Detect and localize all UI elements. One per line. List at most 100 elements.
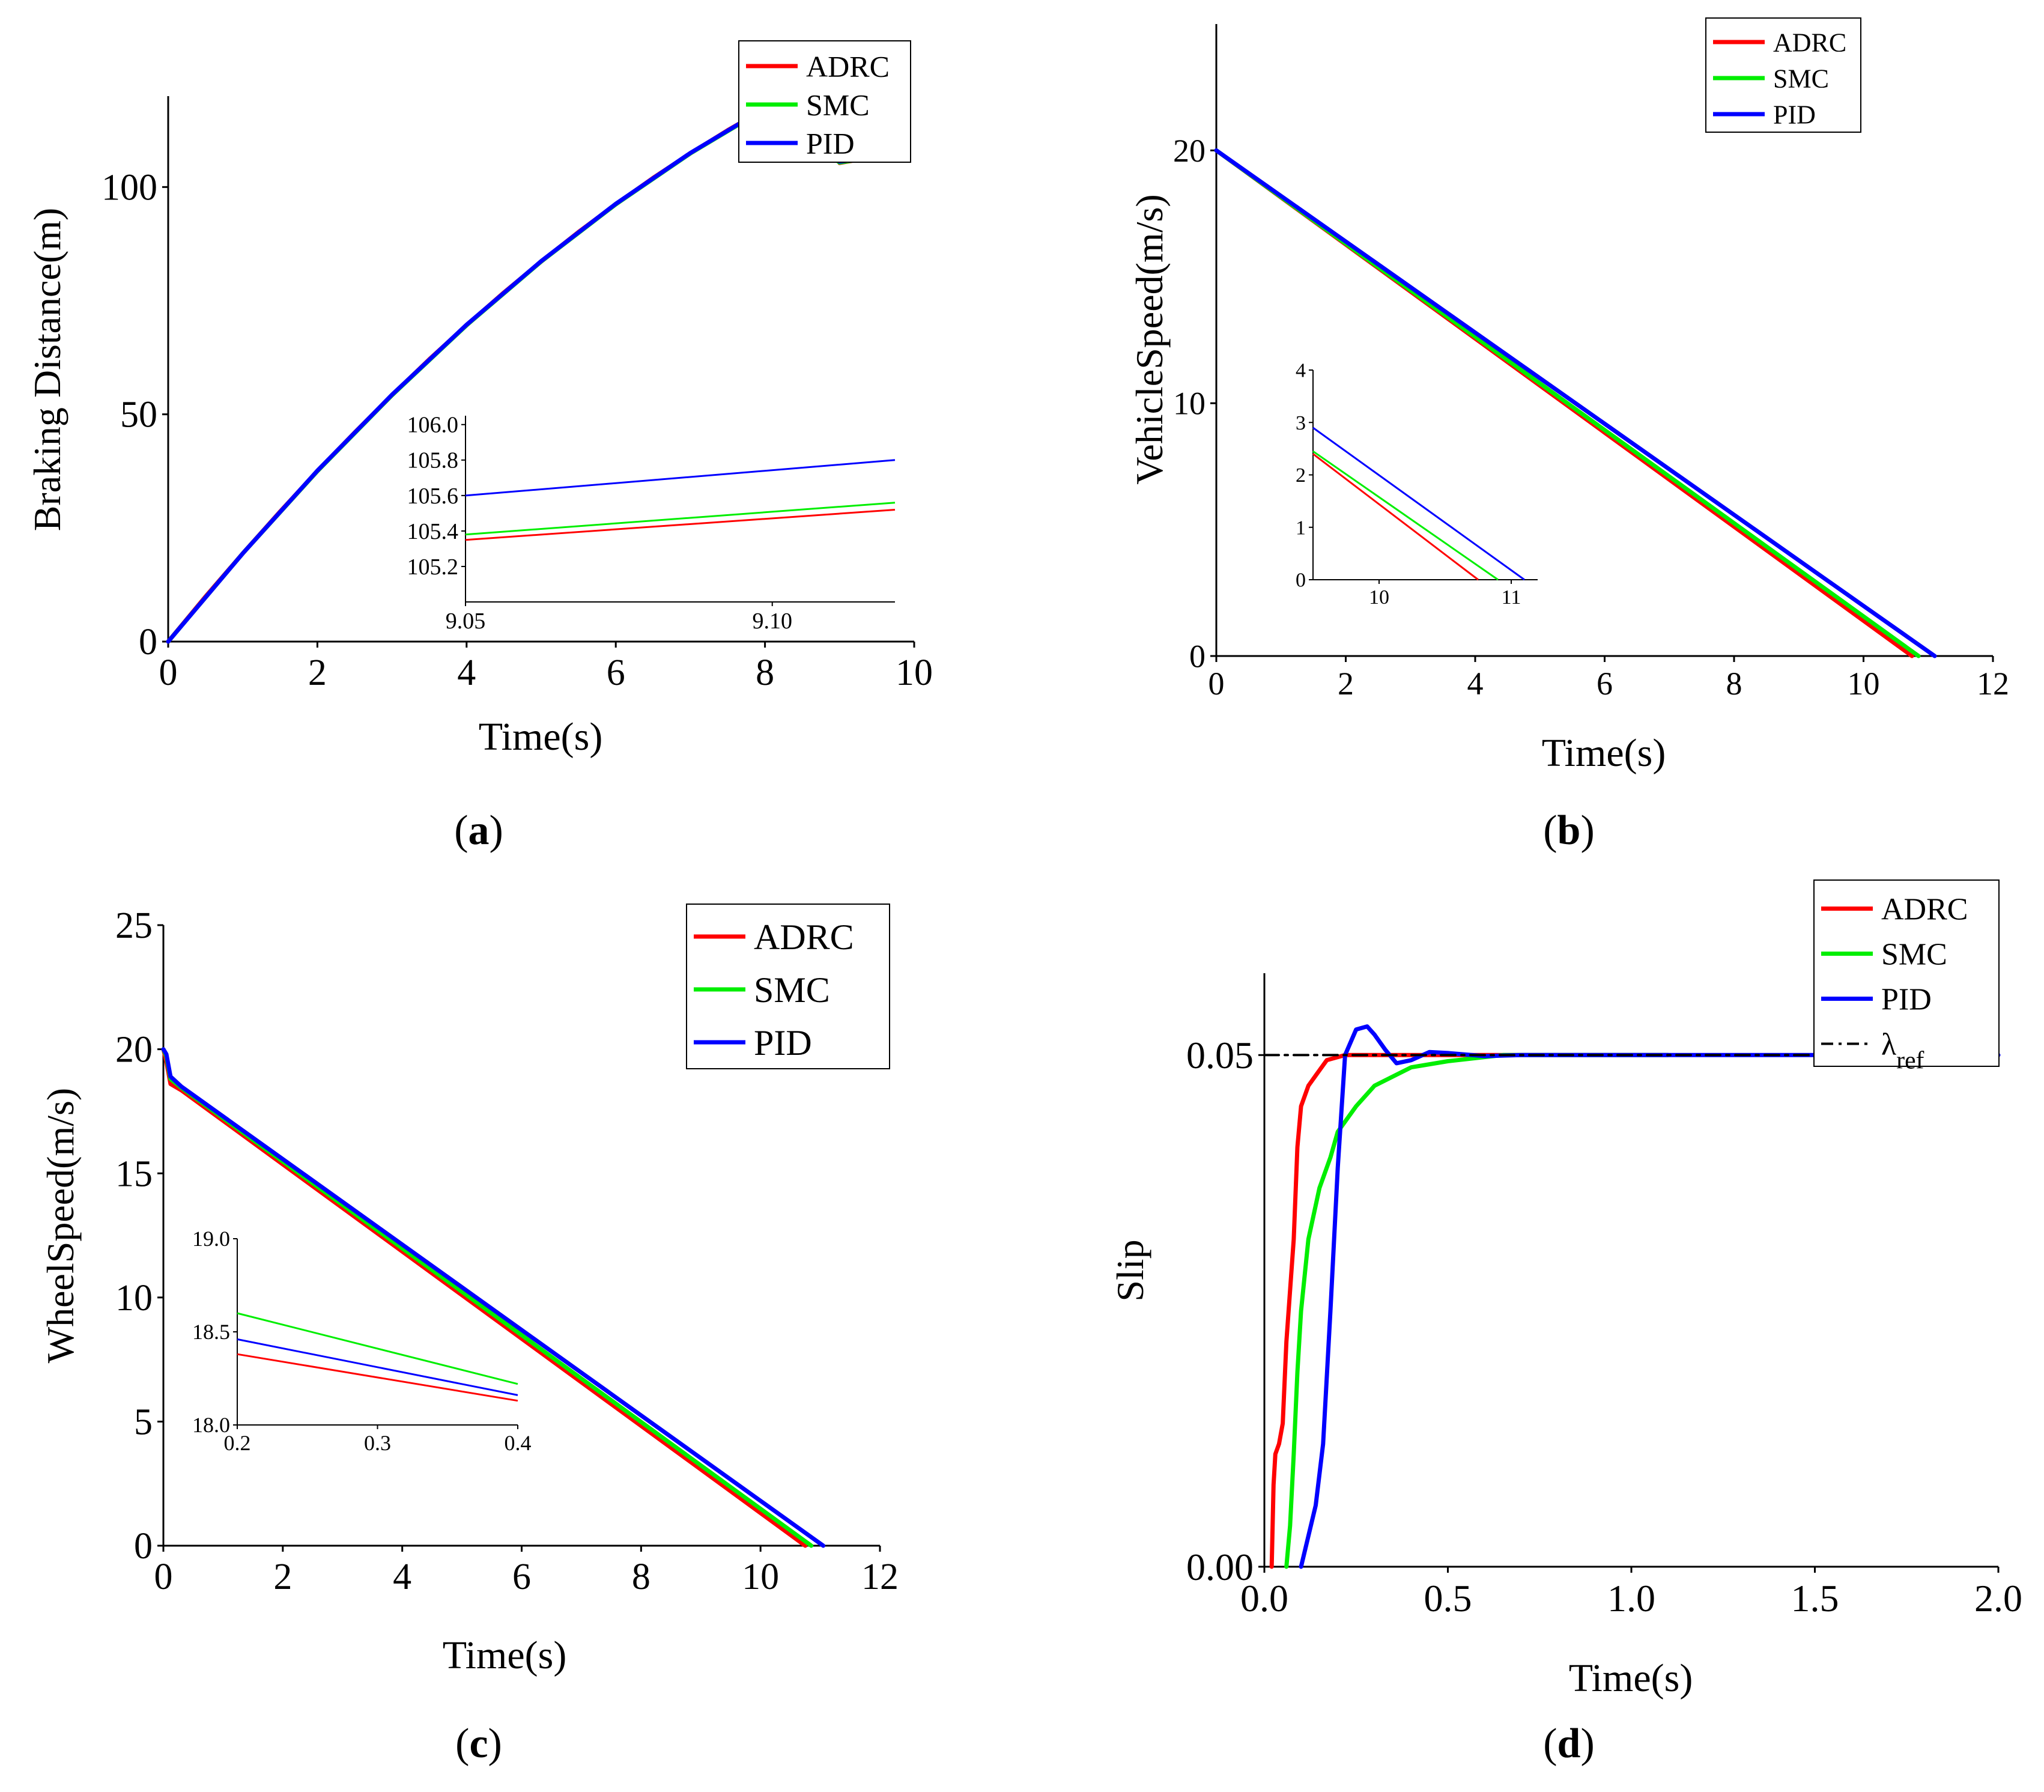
inset-x-tick-label: 9.10: [752, 609, 792, 634]
inset-y-tick-label: 3: [1296, 412, 1306, 434]
panel-label-part: (: [1543, 1721, 1557, 1767]
series-line-pid: [1299, 1024, 2001, 1569]
inset-series-line-pid: [1312, 427, 1525, 581]
series-line-adrc: [1269, 1052, 1670, 1569]
series-line-smc: [166, 106, 861, 644]
inset-y-tick-label: 1: [1296, 517, 1306, 539]
x-tick-label: 2.0: [1974, 1577, 2022, 1620]
panel-label-part: ): [1580, 1721, 1594, 1767]
x-axis-label: Time(s): [1542, 731, 1666, 775]
x-tick-label: 0: [154, 1557, 173, 1597]
legend-label-adrc: ADRC: [1773, 28, 1846, 57]
inset-y-tick-label: 105.4: [407, 519, 459, 544]
y-tick-label: 0: [1189, 638, 1205, 674]
x-tick-label: 1.0: [1607, 1577, 1655, 1620]
panel-label: (a): [454, 807, 503, 854]
panel-label-part: ): [1580, 807, 1594, 854]
y-tick-label: 0.00: [1186, 1546, 1254, 1588]
x-tick-label: 0: [159, 652, 178, 693]
panel-label-part: (: [455, 1721, 469, 1767]
inset-series-line-pid: [465, 459, 896, 497]
inset-x-tick-label: 0.3: [364, 1431, 391, 1455]
inset-y-tick-label: 105.6: [407, 484, 459, 509]
panel-d: 0.0 0.5 1.0 1.5 2.0 0.00 0.05 Time(s) Slip (d) ADR…: [1109, 879, 2022, 1767]
x-axis-label: Time(s): [1569, 1656, 1693, 1700]
x-tick-label: 0.5: [1424, 1577, 1472, 1620]
y-tick-label: 20: [1173, 133, 1205, 169]
x-tick-label: 8: [1726, 666, 1742, 702]
y-tick-label: 15: [115, 1153, 153, 1194]
x-tick-label: 12: [861, 1557, 899, 1597]
y-tick-label: 0.05: [1186, 1034, 1254, 1077]
legend-label-pid: PID: [1773, 100, 1816, 129]
x-tick-label: 2: [1338, 666, 1354, 702]
inset-series-line-smc: [1312, 450, 1499, 581]
inset-x-tick-label: 10: [1369, 586, 1389, 609]
x-axis-label: Time(s): [479, 715, 603, 759]
panel-label-part: (: [1543, 807, 1557, 854]
inset-y-tick-label: 105.2: [407, 554, 459, 580]
panel-label-part: c: [469, 1721, 488, 1767]
series-line-pid: [1214, 148, 1937, 658]
y-tick-label: 10: [1173, 386, 1205, 422]
inset-y-tick-label: 106.0: [407, 413, 459, 438]
x-tick-label: 8: [632, 1557, 651, 1597]
legend-label-adrc: ADRC: [754, 917, 854, 957]
x-tick-label: 1.5: [1791, 1577, 1839, 1620]
panel-label: (d): [1543, 1721, 1595, 1767]
x-tick-label: 0.0: [1240, 1577, 1288, 1620]
x-tick-label: 6: [1597, 666, 1613, 702]
inset-y-tick-label: 19.0: [192, 1227, 230, 1251]
series-line-smc: [161, 1047, 814, 1548]
y-tick-label: 5: [134, 1402, 153, 1442]
inset-series-line-adrc: [237, 1353, 518, 1402]
panel-label: (b): [1543, 807, 1595, 854]
y-axis-label: VehicleSpeed(m/s): [1128, 194, 1171, 484]
y-tick-label: 100: [102, 167, 157, 208]
panel-b: 0 2 4 6 8 10 1201020Time(s)VehicleSpeed(m/s)(b…: [1128, 17, 2009, 854]
x-tick-label: 10: [742, 1557, 779, 1597]
legend-label-smc: SMC: [806, 88, 870, 122]
inset-series-line-pid: [237, 1338, 518, 1396]
y-axis-label: WheelSpeed(m/s): [39, 1088, 82, 1364]
panel-label-part: ): [488, 1721, 502, 1767]
panel-label-part: b: [1557, 807, 1581, 854]
x-tick-label: 10: [1848, 666, 1880, 702]
inset-x-tick-label: 9.05: [446, 609, 486, 634]
series-line-pid: [166, 106, 861, 644]
panel-label-part: d: [1557, 1721, 1581, 1767]
panel-label-part: a: [469, 807, 490, 854]
series-line-adrc: [166, 87, 861, 644]
legend-label-pid: PID: [1881, 983, 1932, 1017]
y-tick-label: 0: [139, 622, 157, 663]
inset-x-tick-label: 0.4: [505, 1431, 532, 1455]
x-tick-label: 2: [308, 652, 327, 693]
inset-y-tick-label: 105.8: [407, 448, 459, 473]
y-axis-label: Slip: [1109, 1239, 1151, 1301]
legend-label-pid: PID: [754, 1023, 812, 1063]
y-axis-label: Braking Distance(m): [26, 208, 68, 532]
legend-label-pid: PID: [806, 127, 855, 160]
legend-label-smc: SMC: [1773, 64, 1829, 93]
inset-y-tick-label: 4: [1296, 360, 1306, 382]
y-tick-label: 10: [115, 1278, 153, 1319]
series-line-smc: [1284, 1052, 1670, 1569]
x-tick-label: 4: [1467, 666, 1484, 702]
panel-label-part: (: [454, 807, 468, 854]
legend-label-subscript: ref: [1896, 1046, 1924, 1074]
x-tick-label: 2: [273, 1557, 292, 1597]
x-tick-label: 6: [607, 652, 625, 693]
x-tick-label: 10: [896, 652, 933, 693]
x-tick-label: 4: [457, 652, 476, 693]
inset-series-line-adrc: [465, 509, 896, 541]
x-tick-label: 4: [393, 1557, 411, 1597]
panel-c: 0 2 4 6 8 10 12 0 5 10 15 20 25 Time(s) WheelSpeed(m/s…: [39, 904, 899, 1767]
x-axis-label: Time(s): [443, 1633, 567, 1677]
x-tick-label: 6: [512, 1557, 531, 1597]
x-tick-label: 8: [756, 652, 774, 693]
inset-x-tick-label: 0.2: [224, 1431, 251, 1455]
inset-y-tick-label: 18.0: [192, 1413, 230, 1437]
panel-label: (c): [455, 1721, 502, 1767]
